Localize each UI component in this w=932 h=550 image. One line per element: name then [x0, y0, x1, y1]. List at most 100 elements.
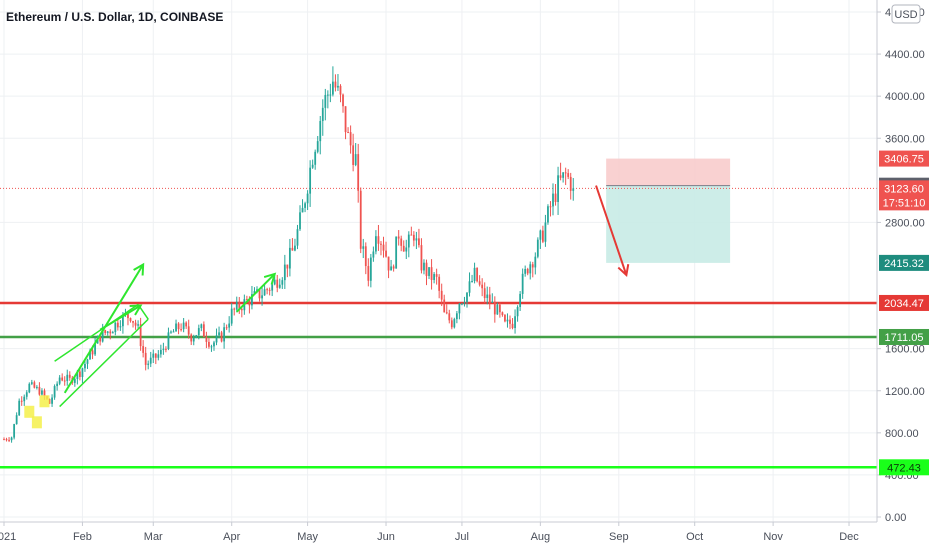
candle-body	[347, 132, 349, 134]
candle-body	[205, 337, 208, 342]
candle-body	[223, 327, 226, 342]
channel-lower-line	[59, 318, 149, 408]
candle-body	[15, 415, 18, 425]
stop-price-tag-box	[879, 150, 929, 167]
candle-body	[202, 324, 205, 338]
candle-body	[8, 439, 10, 441]
candle-body	[147, 363, 150, 365]
candle-body	[172, 331, 175, 333]
countdown-text: 17:51:10	[883, 197, 926, 209]
candle-body	[89, 350, 91, 360]
candle-body	[534, 256, 537, 268]
position-zones	[606, 158, 731, 263]
candle-body	[63, 380, 66, 382]
candle-body	[329, 94, 332, 96]
candle-body	[35, 386, 38, 388]
candle-body	[423, 262, 425, 271]
candle-body	[491, 301, 494, 303]
candle-body	[481, 284, 484, 289]
time-tick-label: Mar	[144, 531, 163, 543]
candle-body	[359, 190, 362, 249]
candle-body	[511, 323, 514, 329]
candle-body	[18, 400, 21, 416]
candle-body	[190, 334, 193, 342]
candle-body	[380, 243, 382, 245]
candle-body	[541, 230, 544, 242]
arrow-up-small-shaft	[99, 304, 142, 331]
candle-body	[367, 266, 370, 281]
candle-body	[25, 392, 28, 397]
candle-body	[539, 230, 542, 240]
candle-body	[81, 368, 84, 377]
candle-body	[94, 343, 96, 355]
candle-body	[84, 363, 86, 369]
candle-body	[20, 400, 23, 402]
candle-body	[13, 424, 16, 438]
currency-badge[interactable]: USD	[891, 4, 921, 24]
candle-body	[200, 324, 203, 329]
candle-body	[233, 308, 236, 310]
candle-body	[56, 383, 59, 387]
grid	[0, 0, 877, 522]
time-tick-label: Dec	[839, 531, 859, 543]
candle-body	[296, 229, 299, 246]
candle-body	[10, 437, 13, 441]
candle-body	[430, 267, 433, 280]
candle-body	[458, 303, 461, 314]
time-tick-label: May	[297, 531, 318, 543]
level-tag-bright-box	[879, 459, 929, 476]
candle-body	[544, 222, 547, 242]
arrow-down-projection-shaft	[595, 185, 628, 276]
candle-body	[425, 262, 428, 276]
annotations	[24, 185, 630, 429]
candle-body	[91, 350, 94, 355]
candle-body	[215, 335, 218, 343]
level-tag-green-text: 1711.05	[885, 332, 924, 344]
candle-body	[304, 203, 306, 208]
arrow-down-projection-head	[617, 264, 630, 277]
candle-body	[536, 239, 539, 257]
candle-body	[339, 85, 342, 95]
candle-body	[43, 390, 46, 397]
candle-body	[28, 383, 31, 393]
candle-body	[177, 323, 180, 330]
time-tick-label: Jul	[455, 531, 469, 543]
time-axis[interactable]: 2021 Feb Mar Apr May Jun Jul Aug Sep Oct Nov Dec	[0, 522, 859, 543]
candle-body	[5, 439, 8, 441]
candle-body	[564, 172, 567, 174]
candle-body	[66, 374, 69, 381]
candle-body	[321, 107, 324, 122]
candle-body	[501, 312, 504, 316]
candle-body	[521, 273, 524, 294]
candle-body	[73, 378, 76, 383]
candle-body	[228, 323, 231, 328]
candle-body	[524, 268, 527, 274]
stop-loss-zone	[606, 158, 731, 186]
price-tick-label: 3600.00	[885, 133, 925, 145]
price-tick-label: 1200.00	[885, 386, 925, 398]
candle-body	[157, 354, 160, 358]
candle-body	[258, 289, 261, 299]
arrow-up-small-head	[129, 304, 143, 316]
candle-body	[129, 318, 132, 322]
candle-body	[261, 295, 263, 299]
candle-body	[41, 390, 43, 395]
time-tick-label: Nov	[763, 531, 783, 543]
candle-body	[529, 264, 532, 274]
candle-body	[402, 245, 405, 252]
candle-body	[493, 301, 496, 315]
candle-body	[407, 234, 410, 248]
candle-body	[273, 279, 276, 285]
time-tick-label: Sep	[609, 531, 629, 543]
candle-body	[180, 329, 182, 331]
candle-body	[400, 238, 403, 246]
candle-body	[514, 316, 516, 329]
candle-body	[139, 324, 142, 347]
candle-body	[132, 321, 134, 323]
candle-body	[152, 353, 155, 358]
candle-body	[326, 94, 329, 96]
candle-body	[483, 288, 486, 299]
candle-body	[506, 319, 509, 322]
candle-body	[142, 346, 145, 353]
